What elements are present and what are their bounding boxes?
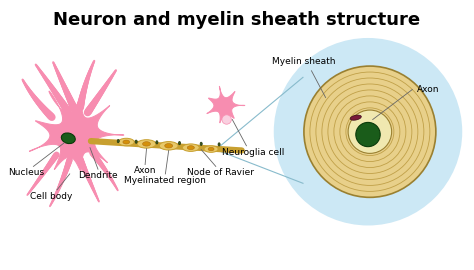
Text: Myelin sheath: Myelin sheath	[272, 57, 336, 66]
Polygon shape	[29, 91, 124, 171]
Text: Myelinated region: Myelinated region	[125, 176, 206, 185]
Text: Dendrite: Dendrite	[78, 171, 118, 180]
Text: Node of Ravier: Node of Ravier	[187, 168, 254, 177]
Circle shape	[356, 122, 380, 147]
Polygon shape	[207, 86, 245, 123]
Circle shape	[348, 110, 392, 153]
Ellipse shape	[164, 144, 173, 148]
Ellipse shape	[156, 141, 158, 144]
Text: Nucleus: Nucleus	[8, 168, 44, 177]
Ellipse shape	[350, 115, 361, 120]
Ellipse shape	[61, 133, 75, 144]
Text: Axon: Axon	[134, 166, 156, 176]
Ellipse shape	[118, 138, 134, 146]
Ellipse shape	[178, 141, 181, 145]
Ellipse shape	[218, 143, 220, 146]
Ellipse shape	[204, 146, 218, 152]
Ellipse shape	[135, 140, 137, 143]
Ellipse shape	[208, 147, 214, 151]
Ellipse shape	[143, 142, 150, 146]
Circle shape	[274, 38, 462, 225]
Text: Cell body: Cell body	[30, 192, 72, 201]
Ellipse shape	[137, 140, 156, 148]
Ellipse shape	[117, 139, 119, 143]
Ellipse shape	[222, 115, 231, 124]
Text: Neuron and myelin sheath structure: Neuron and myelin sheath structure	[54, 11, 420, 29]
Ellipse shape	[182, 144, 199, 151]
Text: Axon: Axon	[417, 85, 439, 94]
Circle shape	[304, 66, 436, 197]
Ellipse shape	[200, 142, 202, 146]
Text: Neuroglia cell: Neuroglia cell	[222, 148, 285, 157]
Ellipse shape	[187, 146, 194, 150]
Ellipse shape	[123, 140, 129, 144]
Ellipse shape	[159, 141, 178, 150]
